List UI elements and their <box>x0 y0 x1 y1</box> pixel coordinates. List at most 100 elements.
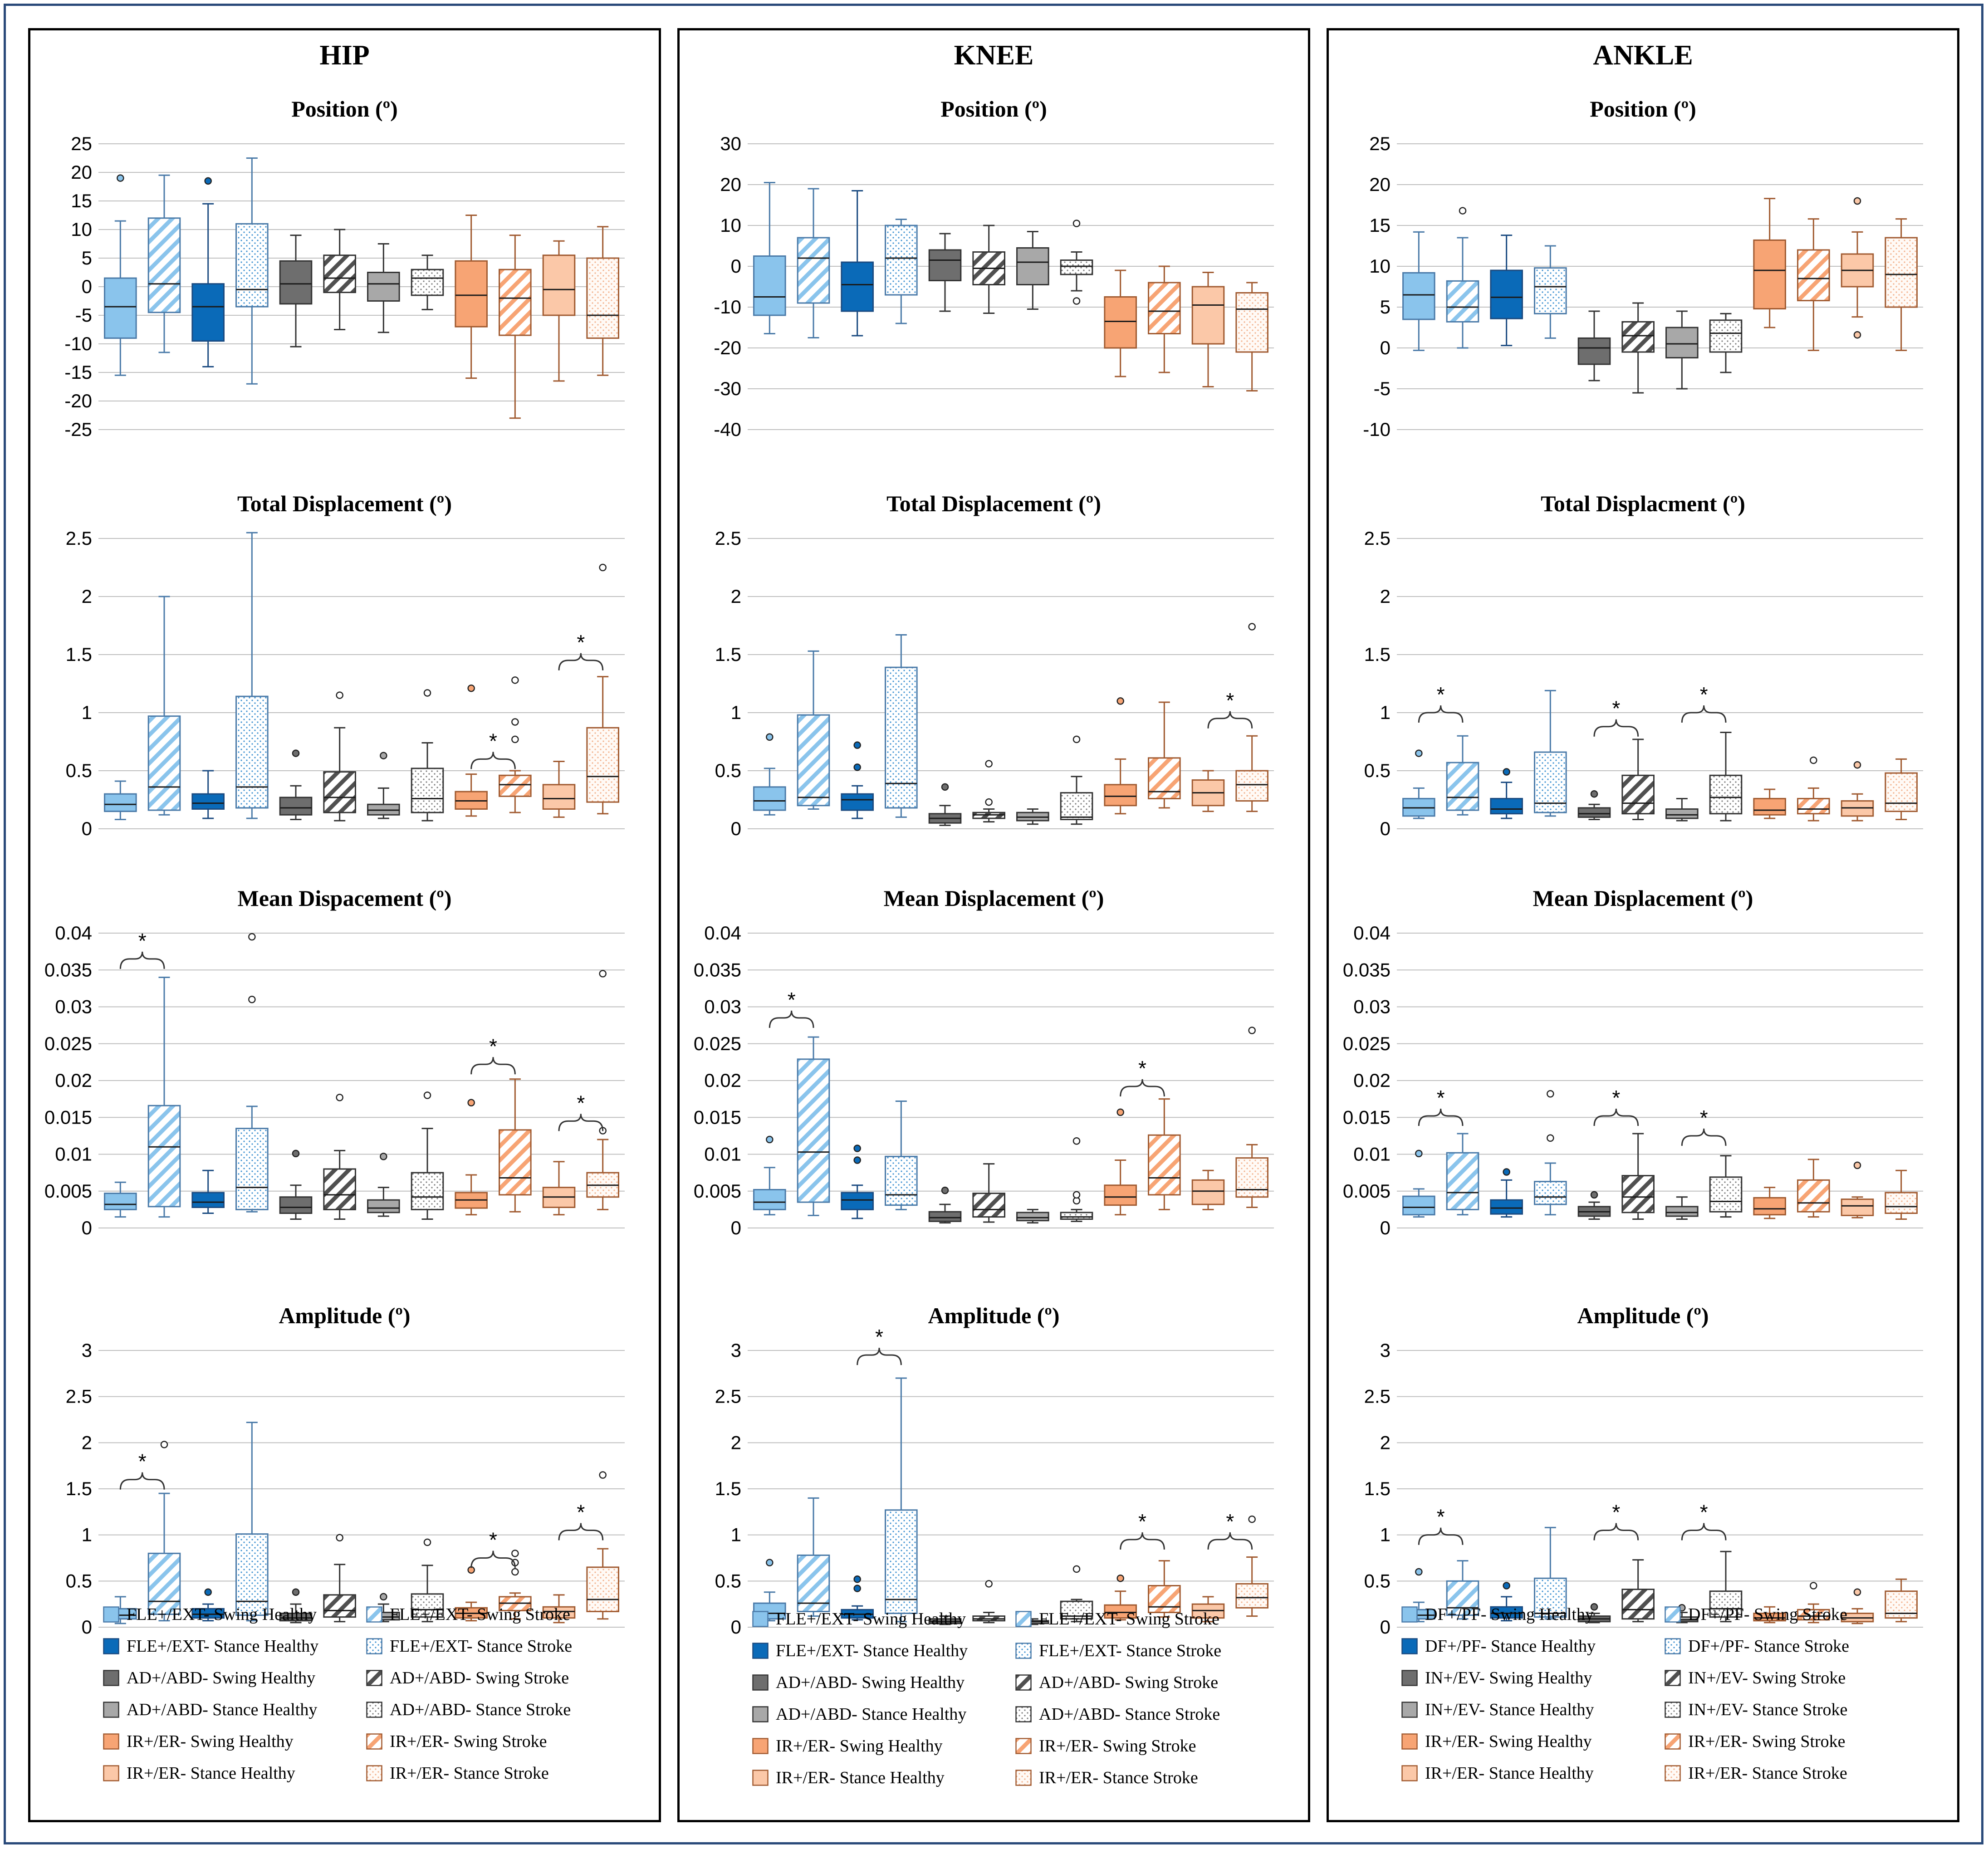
significance-bracket: * <box>1593 1501 1639 1541</box>
swatch-rect <box>366 1702 382 1718</box>
legend-label: AD+/ABD- Swing Healthy <box>127 1668 316 1688</box>
ankle-mean-displacement-chart: Mean Displacement (º) 0.04 0.035 0.03 0.025 0… <box>1343 885 1923 1238</box>
outlier-point <box>1248 1515 1256 1523</box>
legend-item: FLE+/EXT- Stance Healthy <box>103 1636 318 1656</box>
box-iqr <box>455 260 488 328</box>
box-sw_ir_s <box>499 676 532 813</box>
legend-item: IR+/ER- Stance Stroke <box>1665 1763 1847 1783</box>
y-tick-label: -5 <box>75 304 92 326</box>
box-iqr <box>1577 807 1611 818</box>
box-iqr <box>753 255 786 316</box>
box-iqr <box>1148 1134 1181 1196</box>
box-iqr <box>1621 774 1655 815</box>
y-tick-label: 0.03 <box>55 996 92 1017</box>
box-iqr <box>928 249 962 281</box>
legend-label: FLE+/EXT- Swing Stroke <box>390 1605 570 1624</box>
y-tick-label: 0 <box>731 255 741 277</box>
box-st_ad_s <box>411 1538 444 1623</box>
legend-label: FLE+/EXT- Stance Healthy <box>776 1641 968 1660</box>
significance-bracket: * <box>1418 1505 1464 1545</box>
legend-swatch <box>1401 1670 1418 1686</box>
bracket-line <box>558 1523 604 1541</box>
outlier-point <box>336 1534 343 1542</box>
legend-item: IN+/EV- Swing Healthy <box>1401 1668 1592 1688</box>
significance-star: * <box>138 1450 147 1473</box>
legend-label: DF+/PF- Stance Stroke <box>1688 1637 1849 1656</box>
outlier-point <box>204 177 212 185</box>
box-st_ir_h <box>542 1161 576 1216</box>
legend-swatch <box>1401 1733 1418 1750</box>
box-st_ir_h <box>1191 272 1225 387</box>
box-iqr <box>885 1155 918 1206</box>
box-sw_fe_h <box>104 174 137 376</box>
outlier-point <box>1590 1191 1598 1199</box>
legend-label: IR+/ER- Stance Stroke <box>390 1764 549 1783</box>
chart-title: Amplitude (º) <box>279 1303 410 1328</box>
significance-bracket: * <box>470 1528 516 1568</box>
legend-item: DF+/PF- Stance Healthy <box>1401 1636 1596 1656</box>
box-st_ad_s <box>1709 1551 1743 1623</box>
outlier-point <box>1072 1137 1081 1145</box>
outlier-point <box>423 1091 431 1099</box>
legend-swatch <box>1665 1733 1681 1750</box>
box-iqr <box>797 1554 830 1612</box>
box-iqr <box>1753 239 1786 310</box>
legend-label: IR+/ER- Swing Stroke <box>390 1732 547 1751</box>
legend-swatch-graphic <box>366 1765 382 1781</box>
box-st_ad_h <box>1665 310 1699 390</box>
significance-bracket: * <box>470 1034 516 1075</box>
y-tick-label: 0.025 <box>694 1033 741 1054</box>
significance-bracket: * <box>1593 1086 1639 1126</box>
outlier-point <box>1590 790 1598 798</box>
legend-swatch <box>1401 1765 1418 1781</box>
box-st_fe_h <box>191 177 225 367</box>
legend-label: IN+/EV- Stance Healthy <box>1425 1700 1594 1719</box>
y-tick-label: 0.035 <box>1343 959 1391 980</box>
legend-swatch-graphic <box>752 1770 769 1786</box>
legend-swatch <box>1665 1606 1681 1623</box>
y-tick-label: 0.01 <box>55 1144 92 1165</box>
box-st_fe_h <box>1490 1168 1523 1218</box>
significance-bracket: * <box>1418 1086 1464 1126</box>
box-sw_ad_h <box>928 783 962 826</box>
box-iqr <box>1709 1176 1743 1213</box>
box-st_ir_h <box>1191 1169 1225 1210</box>
outlier-point <box>1590 1603 1598 1611</box>
box-iqr <box>1885 1192 1918 1214</box>
outlier-point <box>1072 297 1081 305</box>
box-sw_ir_s <box>1148 1098 1181 1210</box>
significance-bracket: * <box>119 1450 165 1490</box>
box-st_fe_s <box>1534 1090 1567 1216</box>
box-sw_ad_h <box>1577 790 1611 821</box>
y-tick-label: 0.005 <box>694 1180 741 1202</box>
legend-swatch-graphic <box>103 1638 119 1654</box>
legend-swatch <box>752 1643 769 1659</box>
y-tick-label: 10 <box>720 215 741 236</box>
bracket-line <box>1593 1523 1639 1541</box>
legend-swatch <box>752 1611 769 1627</box>
legend-swatch <box>1015 1770 1032 1786</box>
legend-item: IR+/ER- Swing Stroke <box>366 1732 547 1751</box>
y-tick-label: 15 <box>1369 215 1391 236</box>
significance-star: * <box>1700 683 1708 706</box>
legend-swatch-graphic <box>366 1638 382 1654</box>
legend-swatch-graphic <box>103 1606 119 1623</box>
significance-star: * <box>138 929 147 953</box>
legend-swatch <box>366 1765 382 1781</box>
significance-bracket: * <box>1681 1106 1727 1146</box>
outlier-point <box>467 1099 475 1106</box>
box-st_ir_s <box>1235 1027 1268 1208</box>
y-tick-label: -10 <box>1363 419 1391 440</box>
box-st_ad_h <box>367 752 400 819</box>
outlier-point <box>1503 768 1510 776</box>
outlier-point <box>853 1156 861 1164</box>
y-tick-label: 0 <box>731 1616 741 1638</box>
outlier-point <box>1459 207 1467 215</box>
bracket-line <box>769 1010 814 1028</box>
legend-swatch-graphic <box>1015 1738 1032 1754</box>
y-tick-label: 0.5 <box>715 1570 741 1591</box>
y-tick-label: 30 <box>720 133 741 154</box>
y-tick-label: 15 <box>71 190 92 211</box>
box-sw_fe_s <box>1446 735 1479 816</box>
swatch-rect <box>752 1770 769 1786</box>
